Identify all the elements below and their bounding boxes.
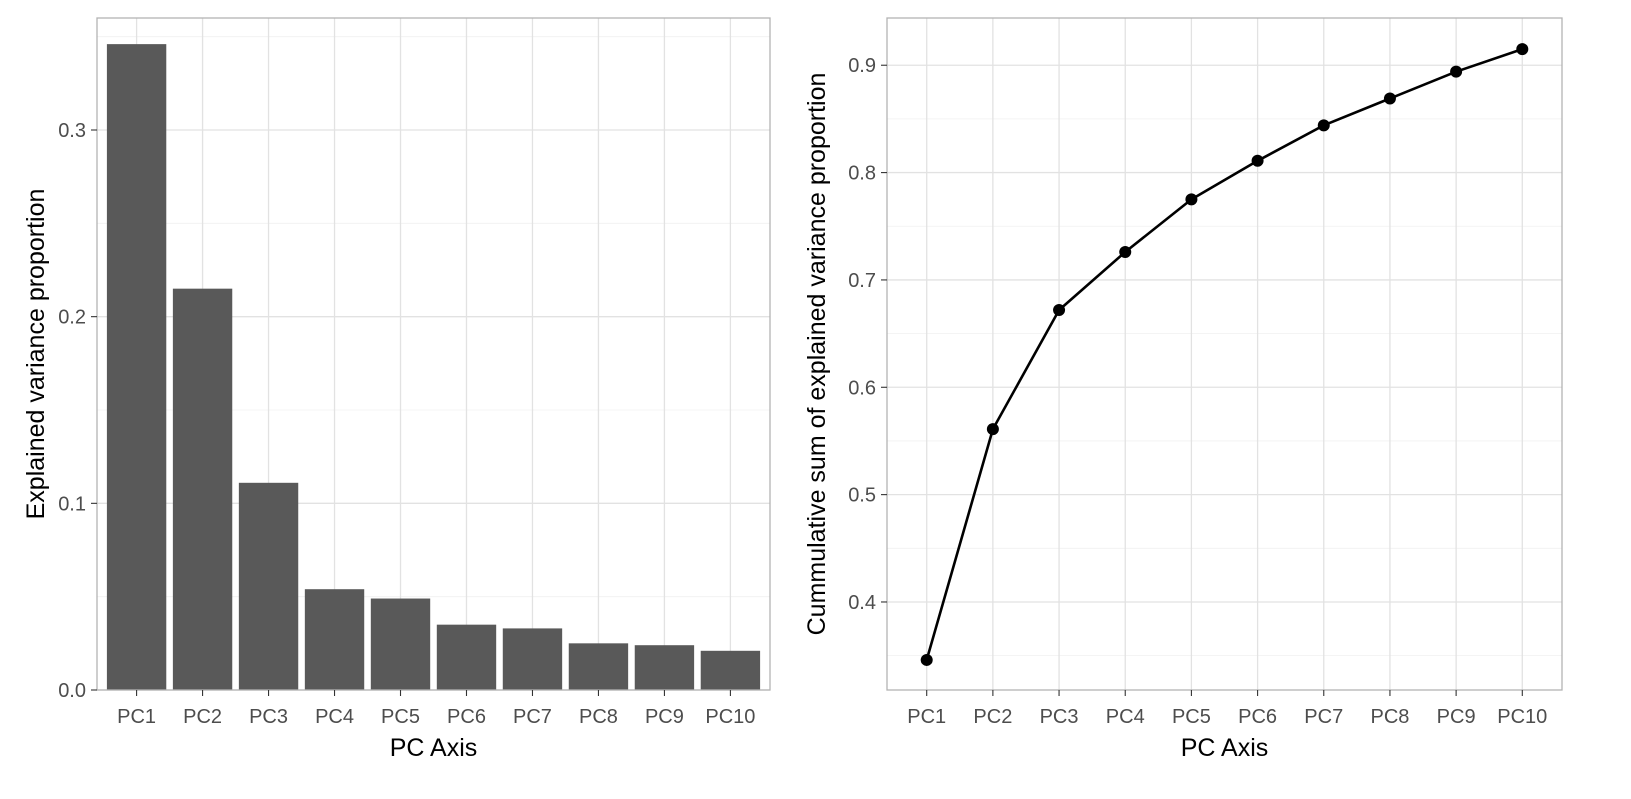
bar-x-tick-label: PC9 [645, 706, 684, 728]
bar-y-tick-label: 0.0 [58, 680, 86, 702]
line-chart-x-axis: PC1 PC2 PC3 PC4 PC5 PC6 PC7 PC8 PC9 PC10 [907, 690, 1547, 728]
line-x-tick-label: PC7 [1304, 706, 1343, 728]
bar-x-tick-label: PC1 [117, 706, 156, 728]
bar-chart-x-axis: PC1 PC2 PC3 PC4 PC5 PC6 PC7 PC8 PC9 PC10 [117, 690, 755, 728]
bar-y-tick-label: 0.2 [58, 307, 86, 329]
bar-x-tick-label: PC3 [249, 706, 288, 728]
cumulative-series-line [925, 47, 1523, 661]
line-x-tick-label: PC9 [1437, 706, 1476, 728]
point-pc6 [1251, 154, 1264, 167]
cumulative-variance-line-chart: 0.4 0.5 0.6 0.7 0.8 0.9 PC1 PC2 PC3 PC4 PC5 PC6 PC7… [803, 17, 1563, 762]
line-chart-y-axis-title: Cummulative sum of explained variance pr… [803, 73, 831, 636]
point-pc8 [1383, 92, 1396, 105]
line-chart-x-axis-title: PC Axis [1181, 734, 1269, 762]
line-y-tick-label: 0.7 [848, 270, 876, 292]
bar-chart-x-axis-title: PC Axis [390, 734, 478, 762]
bar-pc5 [370, 598, 431, 690]
bar-x-tick-label: PC6 [447, 706, 486, 728]
line-chart-marks [920, 43, 1529, 666]
line-y-tick-label: 0.4 [848, 592, 876, 614]
point-pc5 [1185, 193, 1198, 206]
point-pc3 [1053, 303, 1066, 316]
point-pc9 [1450, 65, 1463, 78]
bar-chart-bars [106, 44, 761, 690]
line-x-tick-label: PC1 [907, 706, 946, 728]
line-x-tick-label: PC4 [1106, 706, 1145, 728]
line-chart-y-axis: 0.4 0.5 0.6 0.7 0.8 0.9 [848, 55, 887, 614]
bar-pc7 [502, 628, 563, 690]
bar-x-tick-label: PC2 [183, 706, 222, 728]
point-pc1 [920, 653, 933, 666]
point-pc2 [986, 423, 999, 436]
line-x-tick-label: PC8 [1370, 706, 1409, 728]
bar-pc2 [172, 288, 233, 690]
bar-chart-panel-border [96, 17, 771, 691]
line-y-tick-label: 0.6 [848, 377, 876, 399]
bar-pc1 [106, 44, 167, 690]
point-pc10 [1516, 43, 1529, 56]
bar-chart-y-axis: 0.0 0.1 0.2 0.3 [58, 120, 97, 702]
line-y-tick-label: 0.8 [848, 163, 876, 185]
bar-y-tick-label: 0.1 [58, 493, 86, 515]
line-x-tick-label: PC5 [1172, 706, 1211, 728]
bar-x-tick-label: PC4 [315, 706, 354, 728]
bar-x-tick-label: PC10 [705, 706, 755, 728]
bar-pc4 [304, 589, 365, 690]
line-y-tick-label: 0.9 [848, 55, 876, 77]
point-pc4 [1119, 246, 1132, 259]
bar-y-tick-label: 0.3 [58, 120, 86, 142]
line-y-tick-label: 0.5 [848, 485, 876, 507]
line-x-tick-label: PC6 [1238, 706, 1277, 728]
bar-x-tick-label: PC7 [513, 706, 552, 728]
bar-x-tick-label: PC8 [579, 706, 618, 728]
line-chart-grid [887, 18, 1562, 690]
explained-variance-bar-chart: 0.0 0.1 0.2 0.3 PC1 PC2 PC3 PC4 PC5 PC6 PC7 PC8 PC9… [22, 17, 771, 762]
line-x-tick-label: PC10 [1497, 706, 1547, 728]
bar-pc3 [238, 482, 299, 690]
bar-pc10 [700, 650, 761, 690]
bar-x-tick-label: PC5 [381, 706, 420, 728]
bar-chart-y-axis-title: Explained variance proportion [22, 189, 50, 520]
point-pc7 [1317, 119, 1330, 132]
bar-pc8 [568, 643, 629, 690]
bar-pc9 [634, 645, 695, 690]
bar-pc6 [436, 624, 497, 690]
line-chart-panel-border [886, 17, 1563, 691]
line-x-tick-label: PC3 [1040, 706, 1079, 728]
line-x-tick-label: PC2 [973, 706, 1012, 728]
